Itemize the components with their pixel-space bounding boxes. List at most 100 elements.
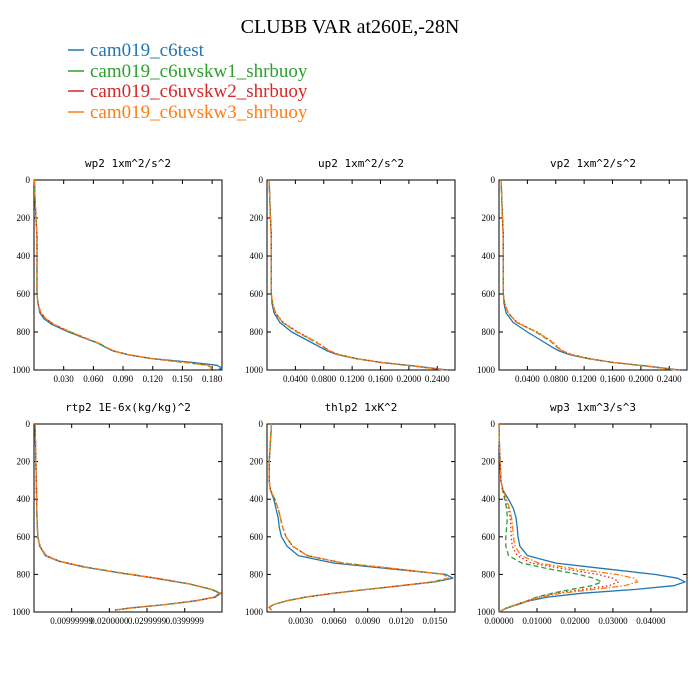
- series-line: [268, 179, 445, 371]
- x-tick-label: 0.0400: [515, 374, 540, 384]
- y-tick-label: 800: [250, 327, 264, 337]
- y-tick-label: 800: [482, 327, 496, 337]
- y-tick-label: 400: [482, 494, 496, 504]
- series-line: [500, 179, 678, 371]
- y-tick-label: 1000: [245, 365, 264, 375]
- x-tick-label: 0.0400: [283, 374, 308, 384]
- chart-panel: rtp2 1E-6x(kg/kg)^2 0 200 400 600 800 1000 0.00…: [12, 401, 223, 626]
- y-tick-label: 400: [250, 494, 264, 504]
- series-line: [33, 179, 223, 371]
- x-tick-label: 0.0150: [422, 616, 447, 626]
- panel-title: wp2 1xm^2/s^2: [85, 157, 171, 170]
- y-tick-label: 0: [259, 419, 264, 429]
- x-tick-label: 0.02000: [560, 616, 590, 626]
- y-tick-label: 600: [482, 532, 496, 542]
- y-tick-label: 0: [259, 175, 264, 185]
- y-tick-label: 0: [26, 419, 31, 429]
- panel-title: up2 1xm^2/s^2: [318, 157, 404, 170]
- series-line: [268, 179, 446, 371]
- y-tick-label: 400: [17, 494, 31, 504]
- plot-frame: [266, 423, 456, 613]
- figure-title: CLUBB VAR at260E,-28N: [241, 16, 460, 38]
- legend-entry: cam019_c6uvskw1_shrbuoy: [68, 61, 308, 82]
- y-tick-label: 1000: [12, 607, 31, 617]
- panel-title: thlp2 1xK^2: [325, 401, 398, 414]
- y-tick-label: 200: [17, 457, 31, 467]
- x-tick-label: 0.04000: [636, 616, 666, 626]
- y-tick-label: 800: [250, 569, 264, 579]
- series-line: [500, 179, 677, 371]
- y-tick-label: 0: [491, 175, 496, 185]
- panel-title: wp3 1xm^3/s^3: [550, 401, 636, 414]
- plot-frame: [33, 179, 223, 371]
- legend-entry: cam019_c6test: [68, 40, 205, 61]
- x-tick-label: 0.1600: [368, 374, 393, 384]
- x-tick-label: 0.0030: [288, 616, 313, 626]
- y-tick-label: 200: [17, 213, 31, 223]
- y-tick-label: 600: [250, 289, 264, 299]
- y-tick-label: 0: [26, 175, 31, 185]
- series-line: [34, 423, 222, 611]
- y-tick-label: 1000: [477, 607, 496, 617]
- legend-entry: cam019_c6uvskw2_shrbuoy: [68, 81, 308, 102]
- x-tick-label: 0.0060: [322, 616, 347, 626]
- plot-frame: [266, 179, 456, 371]
- y-tick-label: 600: [17, 289, 31, 299]
- y-tick-label: 1000: [12, 365, 31, 375]
- series-line: [268, 423, 449, 611]
- plot-frame: [498, 423, 688, 613]
- x-tick-label: 0.00000: [484, 616, 514, 626]
- x-tick-label: 0.2000: [397, 374, 422, 384]
- x-tick-label: 0.1200: [572, 374, 597, 384]
- x-tick-label: 0.0200000: [90, 616, 129, 626]
- panel-title: rtp2 1E-6x(kg/kg)^2: [65, 401, 191, 414]
- series-line: [33, 179, 213, 371]
- series-line: [34, 423, 222, 611]
- panel-title: vp2 1xm^2/s^2: [550, 157, 636, 170]
- series-line: [500, 179, 680, 371]
- y-tick-label: 800: [17, 569, 31, 579]
- legend-entry: cam019_c6uvskw3_shrbuoy: [68, 102, 308, 123]
- x-tick-label: 0.0800: [543, 374, 568, 384]
- x-tick-label: 0.01000: [522, 616, 552, 626]
- series-line: [498, 423, 686, 613]
- series-line: [268, 423, 449, 611]
- series-line: [498, 423, 639, 613]
- y-tick-label: 1000: [477, 365, 496, 375]
- legend-label: cam019_c6uvskw3_shrbuoy: [90, 102, 308, 123]
- x-tick-label: 0.1600: [600, 374, 625, 384]
- y-tick-label: 200: [250, 457, 264, 467]
- x-tick-label: 0.0800: [311, 374, 336, 384]
- y-tick-label: 200: [482, 213, 496, 223]
- y-tick-label: 400: [482, 251, 496, 261]
- chart-panel: thlp2 1xK^2 0 200 400 600 800 1000 0.0030 0.0060…: [245, 401, 456, 626]
- series-line: [268, 179, 448, 371]
- y-tick-label: 600: [250, 532, 264, 542]
- x-tick-label: 0.0399999: [166, 616, 205, 626]
- x-tick-label: 0.0090: [355, 616, 380, 626]
- series-line: [498, 423, 620, 613]
- y-tick-label: 600: [17, 532, 31, 542]
- x-tick-label: 0.2000: [629, 374, 654, 384]
- x-tick-label: 0.2400: [425, 374, 450, 384]
- plot-frame: [33, 423, 223, 613]
- y-tick-label: 200: [482, 457, 496, 467]
- x-tick-label: 0.2400: [657, 374, 682, 384]
- x-tick-label: 0.00999999: [50, 616, 93, 626]
- x-tick-label: 0.060: [83, 374, 104, 384]
- y-tick-label: 600: [482, 289, 496, 299]
- series-line: [500, 179, 677, 371]
- series-line: [498, 423, 603, 613]
- chart-panel: up2 1xm^2/s^2 0 200 400 600 800 1000 0.0400 0.08…: [245, 157, 456, 384]
- legend-label: cam019_c6uvskw1_shrbuoy: [90, 61, 308, 82]
- chart-panel: wp2 1xm^2/s^2 0 200 400 600 800 1000 0.030 0.060…: [12, 157, 223, 384]
- y-tick-label: 1000: [245, 607, 264, 617]
- y-tick-label: 400: [17, 251, 31, 261]
- y-tick-label: 800: [482, 569, 496, 579]
- series-line: [268, 179, 445, 371]
- x-tick-label: 0.0120: [389, 616, 414, 626]
- x-tick-label: 0.1200: [340, 374, 365, 384]
- x-tick-label: 0.030: [54, 374, 75, 384]
